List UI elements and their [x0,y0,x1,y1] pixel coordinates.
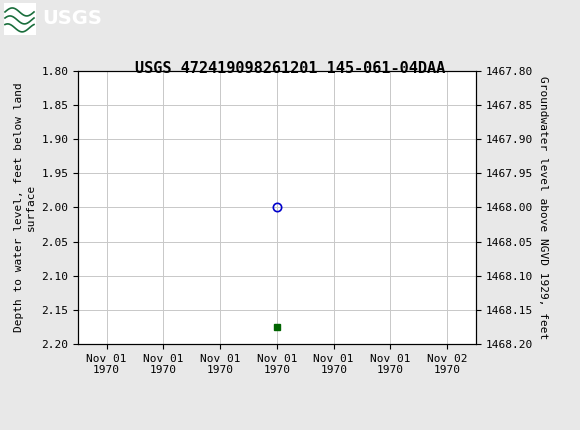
Y-axis label: Depth to water level, feet below land
surface: Depth to water level, feet below land su… [14,83,36,332]
Text: USGS: USGS [42,9,102,28]
Bar [4,3,36,35]
Y-axis label: Groundwater level above NGVD 1929, feet: Groundwater level above NGVD 1929, feet [538,76,548,339]
Text: USGS 472419098261201 145-061-04DAA: USGS 472419098261201 145-061-04DAA [135,61,445,77]
